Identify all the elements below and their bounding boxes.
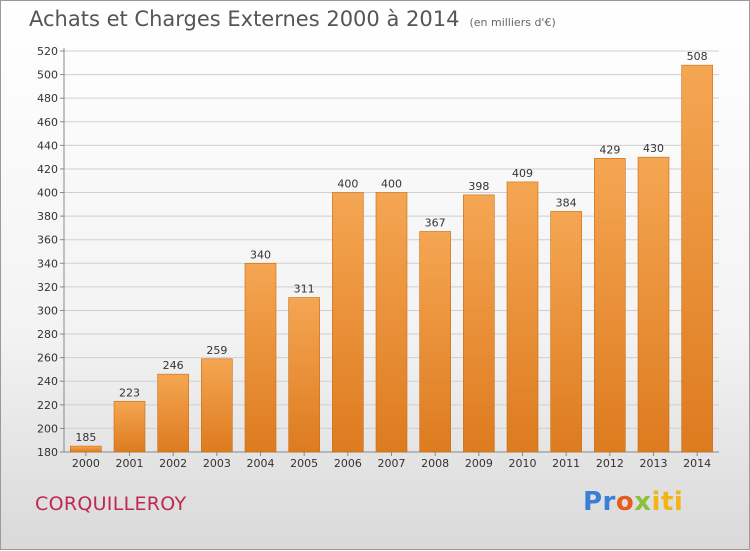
bar-value-label: 185 bbox=[75, 431, 96, 444]
bar bbox=[506, 181, 539, 453]
bar bbox=[550, 211, 582, 453]
bar bbox=[637, 156, 670, 453]
bar bbox=[594, 158, 626, 453]
y-tick-label: 500 bbox=[37, 69, 58, 82]
bar-value-label: 400 bbox=[337, 178, 358, 191]
bar bbox=[70, 445, 102, 453]
x-tick-label: 2012 bbox=[596, 457, 624, 470]
bar-value-label: 246 bbox=[163, 359, 184, 372]
bar-value-label: 367 bbox=[425, 216, 446, 229]
x-tick-label: 2007 bbox=[378, 457, 406, 470]
chart-title-text: Achats et Charges Externes 2000 à 2014 bbox=[29, 7, 460, 31]
bar-value-label: 384 bbox=[556, 196, 577, 209]
chart-title: Achats et Charges Externes 2000 à 2014 (e… bbox=[29, 7, 556, 31]
y-tick-label: 300 bbox=[37, 304, 58, 317]
y-tick-label: 200 bbox=[37, 422, 58, 435]
logo-part-1: Pr bbox=[583, 487, 616, 517]
y-tick-label: 220 bbox=[37, 399, 58, 412]
bar-value-label: 259 bbox=[206, 344, 227, 357]
bar bbox=[681, 64, 713, 453]
x-tick-label: 2009 bbox=[465, 457, 493, 470]
unit-note: (en milliers d'€) bbox=[469, 16, 556, 29]
bar bbox=[244, 262, 277, 453]
bar-value-label: 223 bbox=[119, 386, 140, 399]
bar-value-label: 398 bbox=[468, 180, 489, 193]
logo-part-4: iti bbox=[651, 487, 684, 517]
logo-part-3: x bbox=[634, 487, 652, 517]
x-tick-label: 2010 bbox=[509, 457, 537, 470]
y-tick-label: 520 bbox=[37, 45, 58, 58]
y-tick-label: 400 bbox=[37, 187, 58, 200]
x-tick-label: 2005 bbox=[290, 457, 318, 470]
y-tick-label: 420 bbox=[37, 163, 58, 176]
x-tick-label: 2013 bbox=[640, 457, 668, 470]
city-name: CORQUILLEROY bbox=[35, 493, 187, 515]
bar-value-label: 400 bbox=[381, 178, 402, 191]
y-tick-label: 240 bbox=[37, 375, 58, 388]
x-tick-label: 2011 bbox=[552, 457, 580, 470]
x-tick-label: 2003 bbox=[203, 457, 231, 470]
y-tick-label: 460 bbox=[37, 116, 58, 129]
bar bbox=[113, 400, 146, 453]
y-tick-label: 480 bbox=[37, 92, 58, 105]
bar-value-label: 409 bbox=[512, 167, 533, 180]
x-tick-label: 2014 bbox=[683, 457, 711, 470]
x-tick-label: 2004 bbox=[247, 457, 275, 470]
x-tick-label: 2001 bbox=[116, 457, 144, 470]
x-tick-label: 2000 bbox=[72, 457, 100, 470]
bar-value-label: 430 bbox=[643, 142, 664, 155]
bar bbox=[375, 192, 408, 453]
y-tick-label: 280 bbox=[37, 328, 58, 341]
bar-value-label: 508 bbox=[687, 50, 708, 63]
y-tick-label: 360 bbox=[37, 234, 58, 247]
bar bbox=[201, 358, 233, 453]
bar-value-label: 340 bbox=[250, 248, 271, 261]
bar bbox=[157, 373, 189, 453]
logo-part-2: o bbox=[615, 487, 635, 517]
y-tick-label: 340 bbox=[37, 257, 58, 270]
x-tick-label: 2006 bbox=[334, 457, 362, 470]
bar-value-label: 429 bbox=[599, 143, 620, 156]
y-tick-label: 380 bbox=[37, 210, 58, 223]
y-tick-label: 260 bbox=[37, 352, 58, 365]
bar bbox=[419, 231, 451, 453]
proxiti-logo: Proxiti bbox=[583, 487, 683, 517]
x-tick-label: 2002 bbox=[159, 457, 187, 470]
y-tick-label: 440 bbox=[37, 139, 58, 152]
x-tick-label: 2008 bbox=[421, 457, 449, 470]
y-tick-label: 320 bbox=[37, 281, 58, 294]
bar bbox=[288, 297, 320, 453]
bar bbox=[463, 194, 495, 453]
bar-value-label: 311 bbox=[294, 282, 315, 295]
y-tick-label: 180 bbox=[37, 446, 58, 459]
bar bbox=[332, 192, 364, 453]
